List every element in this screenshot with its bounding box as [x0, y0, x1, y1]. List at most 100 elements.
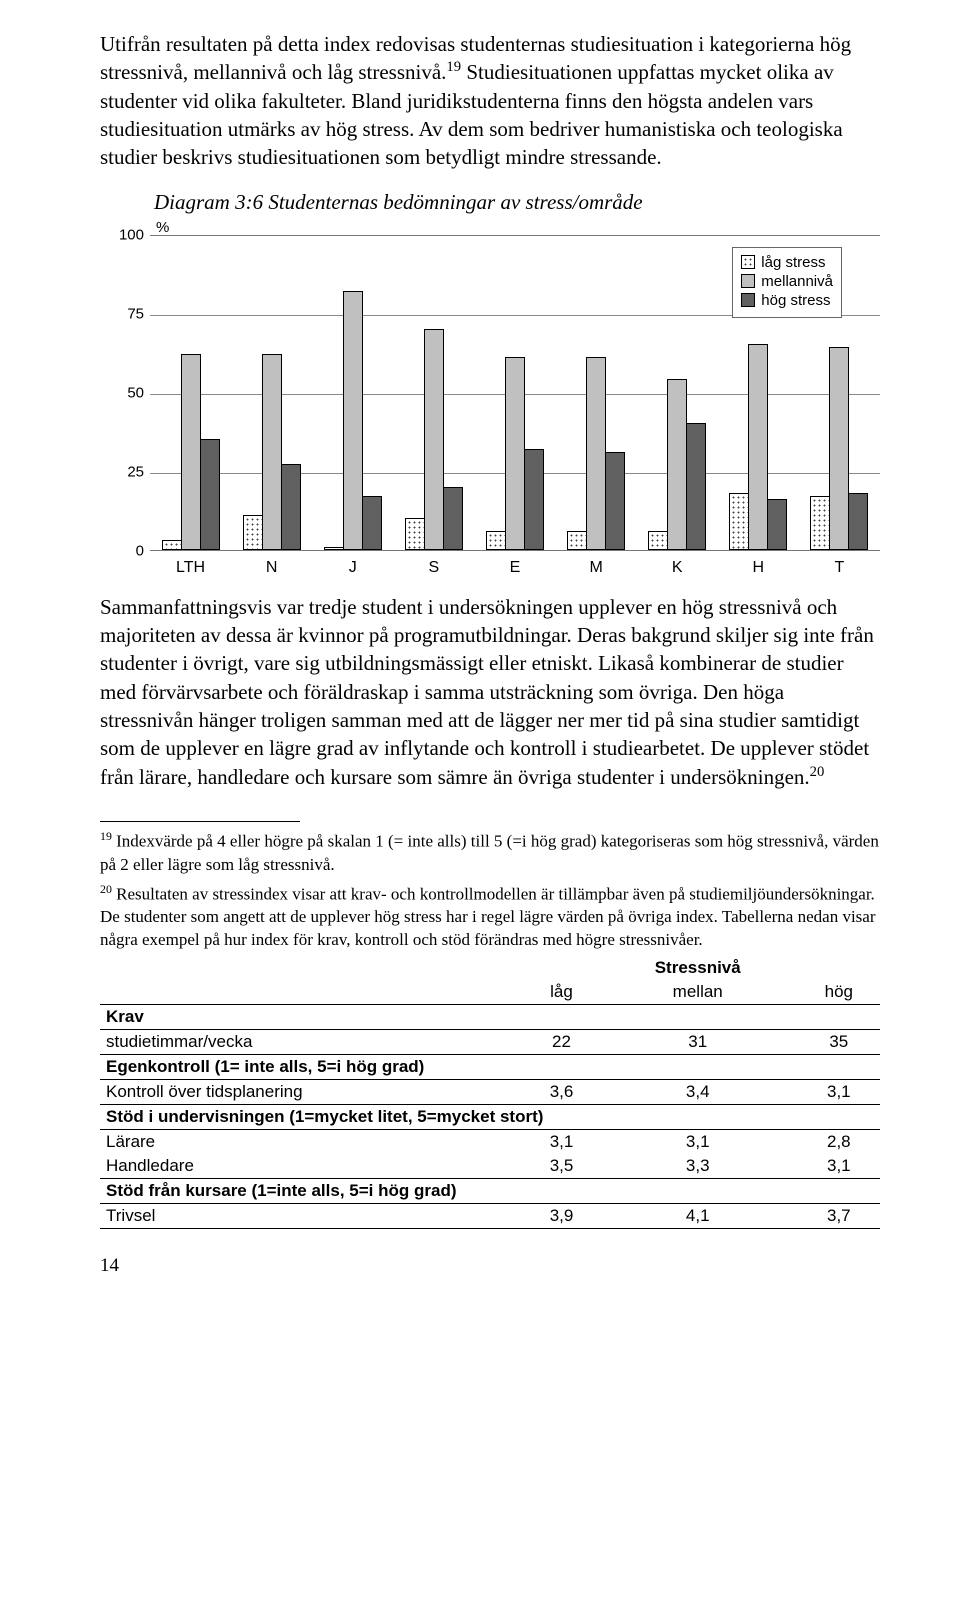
bar: [343, 291, 363, 550]
footnote-19-text: Indexvärde på 4 eller högre på skalan 1 …: [100, 832, 879, 874]
table-section-header: Stöd från kursare (1=inte alls, 5=i hög …: [100, 1179, 880, 1204]
x-tick-label: K: [672, 559, 683, 577]
table-section-header: Egenkontroll (1= inte alls, 5=i hög grad…: [100, 1055, 880, 1080]
footnote-marker-20: 20: [100, 882, 112, 896]
legend-swatch-mid: [741, 274, 755, 288]
table-cell: 35: [798, 1030, 880, 1055]
table-cell: 3,4: [598, 1080, 798, 1105]
bar: [829, 347, 849, 549]
bar: [729, 493, 749, 550]
table-super-header: Stressnivå: [598, 956, 798, 980]
x-axis-labels: LTH N J S E M K H T: [150, 553, 880, 581]
y-axis-unit-label: %: [156, 219, 169, 236]
footnote-20: 20 Resultaten av stressindex visar att k…: [100, 881, 880, 952]
table-section-header: Krav: [100, 1005, 880, 1030]
legend-swatch-low: [741, 255, 755, 269]
bar: [848, 493, 868, 550]
x-tick-label: H: [753, 559, 765, 577]
legend-label-high: hög stress: [761, 292, 830, 309]
bar: [605, 452, 625, 550]
chart-title: Diagram 3:6 Studenternas bedömningar av …: [154, 190, 880, 215]
legend-label-low: låg stress: [761, 254, 825, 271]
bar: [505, 357, 525, 550]
x-tick-label: S: [429, 559, 440, 577]
bar: [200, 439, 220, 550]
x-tick-label: LTH: [176, 559, 205, 577]
paragraph-1: Utifrån resultaten på detta index redovi…: [100, 30, 880, 172]
table-row: Handledare3,53,33,1: [100, 1154, 880, 1179]
table-cell: 31: [598, 1030, 798, 1055]
bar: [181, 354, 201, 550]
table-row: Lärare3,13,12,8: [100, 1130, 880, 1155]
x-tick-label: J: [349, 559, 357, 577]
table-section-label: Stöd från kursare (1=inte alls, 5=i hög …: [100, 1179, 880, 1204]
bar: [648, 531, 668, 550]
table-cell: Lärare: [100, 1130, 525, 1155]
table-cell: 22: [525, 1030, 598, 1055]
legend-item: hög stress: [741, 292, 833, 309]
bar: [486, 531, 506, 550]
bar: [362, 496, 382, 550]
legend-swatch-high: [741, 293, 755, 307]
footnote-rule: [100, 821, 300, 822]
x-tick-label: T: [835, 559, 845, 577]
table-cell: 3,1: [798, 1080, 880, 1105]
table-section-label: Stöd i undervisningen (1=mycket litet, 5…: [100, 1105, 880, 1130]
bar: [810, 496, 830, 550]
table-section-label: Krav: [100, 1005, 880, 1030]
footnote-19: 19 Indexvärde på 4 eller högre på skalan…: [100, 828, 880, 877]
table-row: Kontroll över tidsplanering3,63,43,1: [100, 1080, 880, 1105]
table-cell: 3,6: [525, 1080, 598, 1105]
table-cell: Kontroll över tidsplanering: [100, 1080, 525, 1105]
bar: [243, 515, 263, 550]
table-col-0: [100, 980, 525, 1005]
bar: [586, 357, 606, 550]
table-row: studietimmar/vecka223135: [100, 1030, 880, 1055]
table-cell: studietimmar/vecka: [100, 1030, 525, 1055]
table-cell: 3,1: [598, 1130, 798, 1155]
bar-group: [243, 354, 301, 550]
bar: [767, 499, 787, 550]
bar: [667, 379, 687, 550]
bar: [262, 354, 282, 550]
bar: [524, 449, 544, 550]
bar: [281, 464, 301, 549]
page: Utifrån resultaten på detta index redovi…: [0, 0, 960, 1307]
bar: [686, 423, 706, 549]
footnote-20-text: Resultaten av stressindex visar att krav…: [100, 884, 876, 949]
bar-group: [324, 291, 382, 550]
bar: [567, 531, 587, 550]
bar-group: [567, 357, 625, 550]
table-cell: 4,1: [598, 1204, 798, 1229]
bar: [443, 487, 463, 550]
legend-label-mid: mellannivå: [761, 273, 833, 290]
bar: [162, 540, 182, 549]
table-cell: 3,5: [525, 1154, 598, 1179]
table-cell: 3,3: [598, 1154, 798, 1179]
footnote-marker-19: 19: [100, 829, 112, 843]
table-cell: Handledare: [100, 1154, 525, 1179]
bar-group: [810, 347, 868, 549]
bar-group: [405, 329, 463, 550]
bar: [748, 344, 768, 549]
bar-group: [648, 379, 706, 550]
page-number: 14: [100, 1255, 880, 1277]
table-cell: 2,8: [798, 1130, 880, 1155]
paragraph-2: Sammanfattningsvis var tredje student i …: [100, 593, 880, 791]
table-section-header: Stöd i undervisningen (1=mycket litet, 5…: [100, 1105, 880, 1130]
y-axis: 0255075100: [100, 221, 150, 581]
bar-group: [162, 354, 220, 550]
y-tick-label: 25: [127, 463, 144, 480]
chart-legend: låg stress mellannivå hög stress: [732, 247, 842, 318]
footnote-ref-19: 19: [446, 59, 461, 75]
table-cell: 3,1: [525, 1130, 598, 1155]
legend-item: mellannivå: [741, 273, 833, 290]
x-tick-label: M: [589, 559, 602, 577]
table-cell: 3,9: [525, 1204, 598, 1229]
table-col-3: hög: [798, 980, 880, 1005]
table-cell: 3,7: [798, 1204, 880, 1229]
bar-chart: % 0255075100 LTH N J S E M K H T låg stress mell…: [100, 221, 880, 581]
x-tick-label: E: [510, 559, 521, 577]
x-tick-label: N: [266, 559, 278, 577]
legend-item: låg stress: [741, 254, 833, 271]
